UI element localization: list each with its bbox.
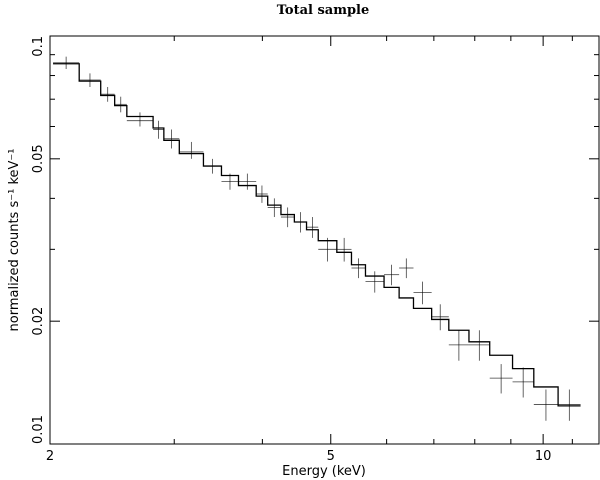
data-point: [79, 73, 101, 87]
data-point: [336, 237, 352, 262]
data-point: [256, 185, 268, 203]
data-point: [533, 389, 559, 421]
y-tick-label: 0.02: [31, 307, 46, 336]
plot-frame: [49, 35, 600, 445]
x-axis-label: Energy (keV): [282, 464, 366, 479]
y-tick-label: 0.01: [31, 415, 46, 444]
y-axis-label: normalized counts s⁻¹ keV⁻¹: [7, 149, 22, 332]
axis-tick-labels: 2 5 10 0.01 0.02 0.05 0.1: [31, 36, 551, 464]
data-point: [365, 271, 385, 293]
data-point: [267, 198, 281, 218]
data-point: [53, 56, 80, 70]
data-series: [53, 56, 581, 421]
data-point: [238, 173, 257, 190]
data-point: [100, 86, 115, 102]
data-point: [351, 258, 366, 279]
model-histogram-line: [53, 63, 581, 407]
chart-title: Total sample: [277, 3, 370, 18]
data-point: [489, 364, 513, 394]
data-point: [163, 129, 180, 149]
y-tick-label: 0.05: [31, 144, 46, 173]
x-tick-label: 2: [46, 449, 54, 464]
data-point: [280, 207, 295, 228]
data-point: [179, 141, 204, 159]
data-point: [448, 330, 469, 361]
data-point: [512, 367, 534, 398]
data-point: [413, 281, 432, 305]
data-point: [431, 304, 449, 331]
data-point: [153, 120, 164, 139]
data-point: [468, 330, 490, 361]
data-point: [126, 112, 154, 127]
data-point: [114, 96, 127, 113]
data-point: [384, 264, 400, 286]
x-tick-label: 5: [327, 449, 335, 464]
data-point: [318, 237, 337, 262]
axis-ticks: [49, 35, 599, 445]
data-point: [221, 173, 239, 190]
y-tick-label: 0.1: [31, 36, 46, 57]
x-tick-label: 10: [535, 449, 552, 464]
data-point: [306, 217, 319, 238]
data-point: [399, 258, 414, 279]
data-point: [558, 389, 581, 421]
